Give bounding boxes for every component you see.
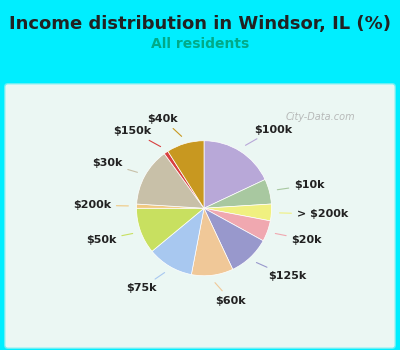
Wedge shape: [204, 204, 272, 221]
Text: Income distribution in Windsor, IL (%): Income distribution in Windsor, IL (%): [9, 15, 391, 33]
Text: City-Data.com: City-Data.com: [285, 112, 355, 122]
Text: $20k: $20k: [275, 233, 322, 245]
Wedge shape: [136, 204, 204, 208]
Wedge shape: [204, 180, 271, 208]
Wedge shape: [204, 208, 263, 270]
Text: $10k: $10k: [277, 180, 325, 190]
Wedge shape: [137, 154, 204, 208]
Text: $30k: $30k: [92, 158, 138, 172]
Text: $200k: $200k: [73, 200, 128, 210]
Wedge shape: [204, 141, 265, 208]
Text: $125k: $125k: [256, 262, 306, 281]
Text: $150k: $150k: [114, 126, 160, 147]
Wedge shape: [152, 208, 204, 274]
Text: $100k: $100k: [246, 125, 292, 145]
Text: $60k: $60k: [215, 283, 246, 306]
Text: $75k: $75k: [126, 273, 164, 293]
Wedge shape: [168, 141, 204, 208]
FancyBboxPatch shape: [4, 83, 396, 349]
Wedge shape: [164, 151, 204, 208]
Text: All residents: All residents: [151, 37, 249, 51]
Wedge shape: [136, 208, 204, 251]
Wedge shape: [204, 208, 270, 241]
FancyBboxPatch shape: [4, 83, 396, 349]
Text: $50k: $50k: [86, 233, 133, 245]
Wedge shape: [191, 208, 233, 276]
Text: $40k: $40k: [147, 114, 182, 136]
Text: > $200k: > $200k: [280, 209, 348, 219]
